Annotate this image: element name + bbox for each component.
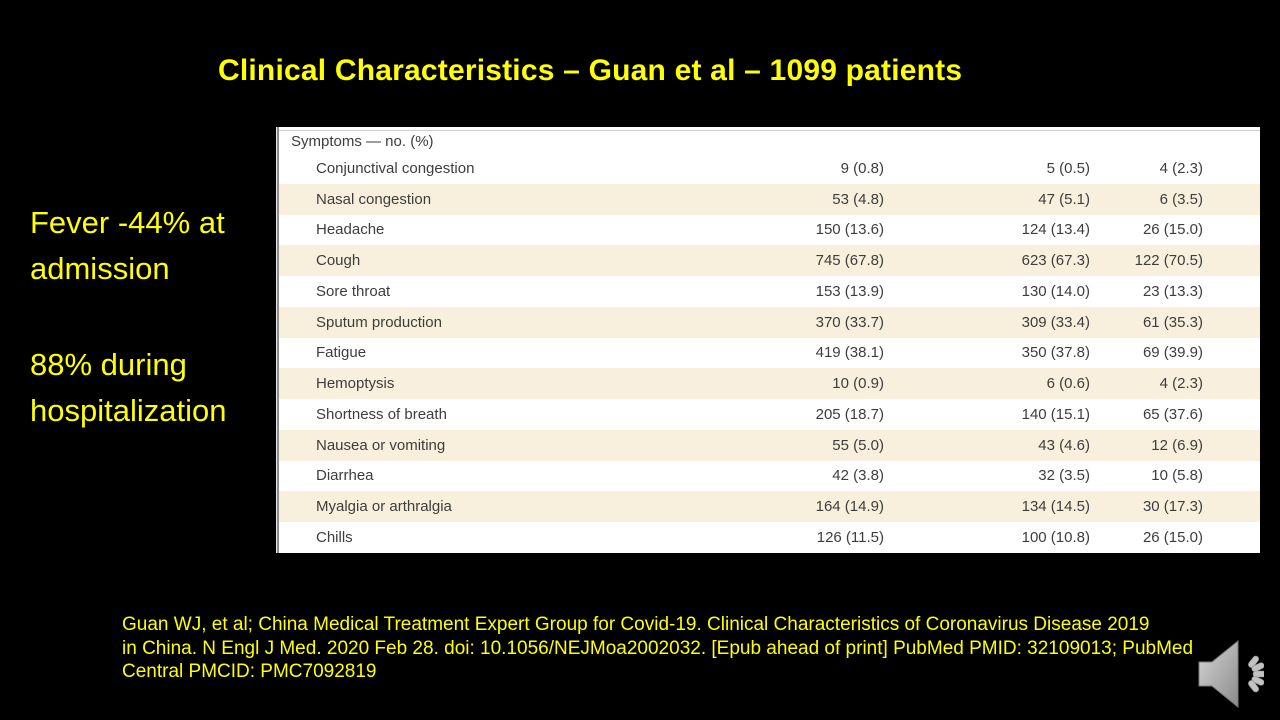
value-col1: 153 (13.9)	[815, 282, 884, 300]
value-col2: 134 (14.5)	[1021, 498, 1090, 516]
value-col1: 126 (11.5)	[816, 528, 884, 546]
value-col1: 370 (33.7)	[815, 313, 884, 331]
table-row: Sore throat 153 (13.9) 130 (14.0) 23 (13…	[279, 276, 1260, 307]
symptom-name: Shortness of breath	[316, 405, 447, 423]
symptom-name: Fatigue	[316, 344, 367, 362]
value-col3: 12 (6.9)	[1151, 436, 1203, 454]
value-col1: 9 (0.8)	[840, 159, 884, 177]
citation: Guan WJ, et al; China Medical Treatment …	[122, 613, 1193, 684]
table-row: Fatigue 419 (38.1) 350 (37.8) 69 (39.9)	[279, 338, 1260, 369]
value-col2: 5 (0.5)	[1046, 159, 1090, 177]
table-row: Conjunctival congestion 9 (0.8) 5 (0.5) …	[279, 153, 1260, 184]
value-col2: 100 (10.8)	[1021, 528, 1090, 546]
slide-title: Clinical Characteristics – Guan et al – …	[218, 54, 963, 87]
value-col1: 150 (13.6)	[815, 221, 884, 239]
value-col1: 745 (67.8)	[815, 252, 884, 270]
table-row: Nausea or vomiting 55 (5.0) 43 (4.6) 12 …	[279, 429, 1260, 461]
value-col1: 205 (18.7)	[815, 405, 884, 423]
speaker-icon[interactable]	[1198, 637, 1264, 711]
value-col3: 122 (70.5)	[1134, 252, 1203, 270]
value-col3: 10 (5.8)	[1151, 467, 1203, 485]
value-col3: 26 (15.0)	[1142, 221, 1203, 239]
left-annotations: Fever -44% at admission 88% during hospi…	[30, 200, 282, 434]
value-col2: 47 (5.1)	[1038, 190, 1090, 208]
value-col3: 61 (35.3)	[1142, 313, 1203, 331]
symptom-name: Sore throat	[316, 282, 391, 300]
value-col3: 4 (2.3)	[1159, 159, 1203, 177]
value-col1: 42 (3.8)	[832, 467, 884, 485]
symptoms-table: Symptoms — no. (%) Conjunctival congesti…	[276, 127, 1260, 553]
table-row: Shortness of breath 205 (18.7) 140 (15.1…	[279, 399, 1260, 430]
citation-line-3: Central PMCID: PMC7092819	[122, 661, 377, 682]
citation-line-2: in China. N Engl J Med. 2020 Feb 28. doi…	[122, 637, 1194, 659]
table-header: Symptoms — no. (%)	[279, 130, 1260, 153]
value-col3: 26 (15.0)	[1142, 528, 1203, 546]
value-col3: 69 (39.9)	[1142, 344, 1203, 362]
value-col3: 30 (17.3)	[1142, 498, 1203, 516]
value-col3: 23 (13.3)	[1142, 282, 1203, 300]
symptom-name: Myalgia or arthralgia	[316, 498, 452, 516]
symptom-name: Nausea or vomiting	[316, 436, 446, 454]
symptom-name: Headache	[316, 221, 385, 239]
value-col2: 623 (67.3)	[1021, 252, 1090, 270]
table-row: Cough 745 (67.8) 623 (67.3) 122 (70.5)	[279, 245, 1260, 276]
table-row: Myalgia or arthralgia 164 (14.9) 134 (14…	[279, 491, 1260, 522]
symptom-name: Hemoptysis	[316, 375, 395, 393]
note-fever: Fever -44% at admission	[30, 205, 225, 286]
symptom-name: Conjunctival congestion	[316, 159, 475, 177]
value-col2: 32 (3.5)	[1038, 467, 1090, 485]
note-hospitalization: 88% during hospitalization	[30, 347, 227, 428]
value-col1: 53 (4.8)	[832, 190, 884, 208]
table-row: Headache 150 (13.6) 124 (13.4) 26 (15.0)	[279, 215, 1260, 246]
value-col1: 164 (14.9)	[815, 498, 884, 516]
symptom-name: Sputum production	[316, 313, 442, 331]
symptom-name: Chills	[316, 528, 353, 546]
citation-line-1: Guan WJ, et al; China Medical Treatment …	[122, 614, 1150, 635]
table-row: Hemoptysis 10 (0.9) 6 (0.6) 4 (2.3)	[279, 368, 1260, 399]
value-col1: 419 (38.1)	[815, 344, 884, 362]
value-col2: 124 (13.4)	[1021, 221, 1090, 239]
value-col2: 130 (14.0)	[1021, 282, 1090, 300]
value-col3: 4 (2.3)	[1159, 375, 1203, 393]
value-col2: 140 (15.1)	[1021, 405, 1090, 423]
value-col2: 350 (37.8)	[1021, 344, 1090, 362]
symptom-name: Cough	[316, 252, 361, 270]
value-col3: 6 (3.5)	[1159, 190, 1203, 208]
table-row: Sputum production 370 (33.7) 309 (33.4) …	[279, 306, 1260, 338]
value-col2: 43 (4.6)	[1038, 436, 1090, 454]
value-col3: 65 (37.6)	[1142, 405, 1203, 423]
symptom-name: Diarrhea	[316, 467, 374, 485]
value-col2: 6 (0.6)	[1046, 375, 1090, 393]
table-row: Nasal congestion 53 (4.8) 47 (5.1) 6 (3.…	[279, 183, 1260, 215]
table-row: Diarrhea 42 (3.8) 32 (3.5) 10 (5.8)	[279, 461, 1260, 492]
value-col2: 309 (33.4)	[1021, 313, 1090, 331]
table-row: Chills 126 (11.5) 100 (10.8) 26 (15.0)	[279, 522, 1260, 553]
symptom-name: Nasal congestion	[316, 190, 432, 208]
value-col1: 10 (0.9)	[832, 375, 884, 393]
value-col1: 55 (5.0)	[832, 436, 884, 454]
symptoms-table-inner: Symptoms — no. (%) Conjunctival congesti…	[277, 127, 1260, 553]
